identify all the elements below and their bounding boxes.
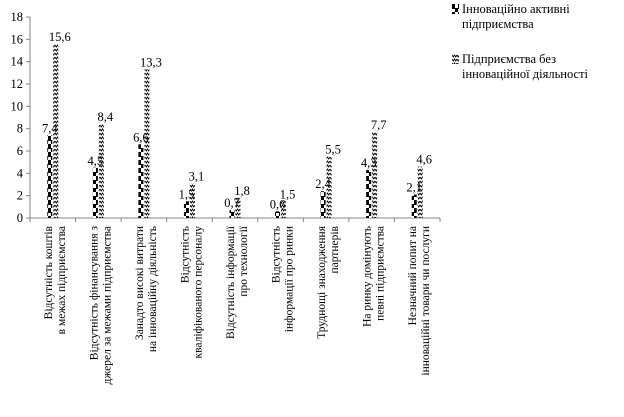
- y-tick-label: 6: [17, 144, 23, 158]
- x-category-label: Відсутністьінформації про ринки: [271, 226, 296, 332]
- legend-label-non-innovative: Підприємства без інноваційної діяльності: [462, 52, 589, 81]
- legend-label-innovative: Інноваційно активні підприємства: [462, 2, 570, 31]
- y-tick-label: 12: [11, 77, 24, 91]
- bar-innovative: [229, 210, 235, 218]
- x-category-label-line: Відсутність інформації: [225, 225, 237, 339]
- bar-non-innovative: [281, 201, 287, 218]
- y-tick-label: 0: [17, 211, 23, 225]
- y-tick-label: 2: [17, 189, 23, 203]
- y-tick-label: 14: [11, 55, 24, 69]
- data-label-non-innovative: 8,4: [98, 110, 114, 124]
- x-category-label-line: Занадто високі витрати: [134, 226, 146, 340]
- data-label-innovative: 6,6: [133, 130, 149, 144]
- data-label-non-innovative: 15,6: [49, 30, 71, 44]
- x-category-label-line: на інноваційну діяльність: [147, 226, 159, 352]
- data-label-innovative: 4,3: [361, 156, 377, 170]
- x-category-label-line: Відсутність фінансування з: [88, 226, 100, 361]
- data-label-non-innovative: 4,6: [416, 153, 432, 167]
- x-category-label: Відсутність інформаціїпро технології: [225, 225, 250, 339]
- legend-swatch-innovative: [452, 4, 459, 14]
- bar-innovative: [47, 135, 53, 218]
- data-label-innovative: 4,5: [88, 154, 104, 168]
- data-label-innovative: 0,7: [224, 196, 240, 210]
- x-category-label-line: Відсутність: [179, 226, 191, 283]
- x-category-label-line: партнерів: [329, 225, 341, 273]
- bar-innovative: [275, 211, 281, 218]
- legend-item-non-innovative: Підприємства без інноваційної діяльності: [452, 52, 624, 82]
- bar-innovative: [411, 194, 417, 218]
- y-tick-label: 18: [11, 10, 24, 24]
- x-category-label-line: Відсутність коштів: [43, 225, 55, 319]
- x-category-label-line: джерел за межами підприємства: [101, 226, 113, 384]
- x-category-label-line: Незначний попит на: [407, 226, 419, 325]
- x-category-label-line: Відсутність: [271, 226, 283, 283]
- x-category-label: Відсутність фінансування зджерел за межа…: [88, 226, 113, 385]
- data-label-innovative: 0,6: [270, 197, 286, 211]
- data-label-non-innovative: 7,7: [371, 118, 387, 132]
- x-category-label-line: Труднощі знаходження: [316, 225, 328, 338]
- bar-non-innovative: [417, 166, 423, 218]
- plot-area: 0 2 4 6 8 10 12 14 16 18 7,4 15,6 Відсутність коштів…: [11, 10, 441, 384]
- y-tick-label: 10: [11, 99, 24, 113]
- x-category-label-line: інформації про ринки: [284, 226, 296, 332]
- legend: Інноваційно активні підприємства Підприє…: [452, 2, 624, 102]
- x-category-label: Занадто високі витратина інноваційну дія…: [134, 226, 159, 352]
- bar-innovative: [183, 201, 189, 218]
- x-category-label: Труднощі знаходженняпартнерів: [316, 225, 341, 338]
- data-label-innovative: 2,1: [406, 181, 422, 195]
- x-category-label: Відсутністькваліфікованого персоналу: [179, 226, 204, 359]
- bar-innovative: [320, 191, 326, 218]
- x-category-label: Незначний попит наінноваційні товари чи …: [407, 226, 432, 376]
- bar-non-innovative: [326, 156, 332, 218]
- x-category-label-line: На ринку домінують: [362, 226, 374, 327]
- bar-non-innovative: [372, 132, 378, 218]
- bar-innovative: [92, 167, 98, 218]
- data-label-innovative: 7,4: [42, 121, 58, 135]
- bar-non-innovative: [98, 124, 104, 218]
- data-label-non-innovative: 1,5: [280, 187, 296, 201]
- data-label-non-innovative: 5,5: [325, 143, 341, 157]
- bar-non-innovative: [189, 183, 195, 218]
- legend-item-innovative: Інноваційно активні підприємства: [452, 2, 624, 32]
- x-category-label-line: про технології: [238, 225, 250, 296]
- x-category-label-line: певні підприємства: [375, 226, 387, 321]
- data-label-innovative: 1,5: [179, 187, 195, 201]
- bar-innovative: [138, 144, 144, 218]
- data-label-non-innovative: 1,8: [234, 184, 250, 198]
- bar-non-innovative: [144, 69, 150, 218]
- data-label-innovative: 2,4: [315, 177, 331, 191]
- bar-non-innovative: [235, 197, 241, 218]
- bar-innovative: [366, 169, 372, 218]
- x-category-label-line: інноваційні товари чи послуги: [420, 226, 432, 376]
- legend-swatch-non-innovative: [452, 54, 459, 64]
- x-category-label: На ринку домінуютьпевні підприємства: [362, 226, 387, 327]
- x-category-label-line: в межах підприємства: [56, 226, 68, 334]
- x-category-label: Відсутність коштівв межах підприємства: [43, 225, 68, 334]
- y-tick-label: 8: [17, 122, 23, 136]
- x-category-label-line: кваліфікованого персоналу: [192, 226, 204, 359]
- y-tick-label: 16: [11, 32, 24, 46]
- data-label-non-innovative: 13,3: [140, 55, 162, 69]
- y-tick-label: 4: [17, 166, 24, 180]
- data-label-non-innovative: 3,1: [189, 169, 205, 183]
- bar-non-innovative: [53, 43, 59, 218]
